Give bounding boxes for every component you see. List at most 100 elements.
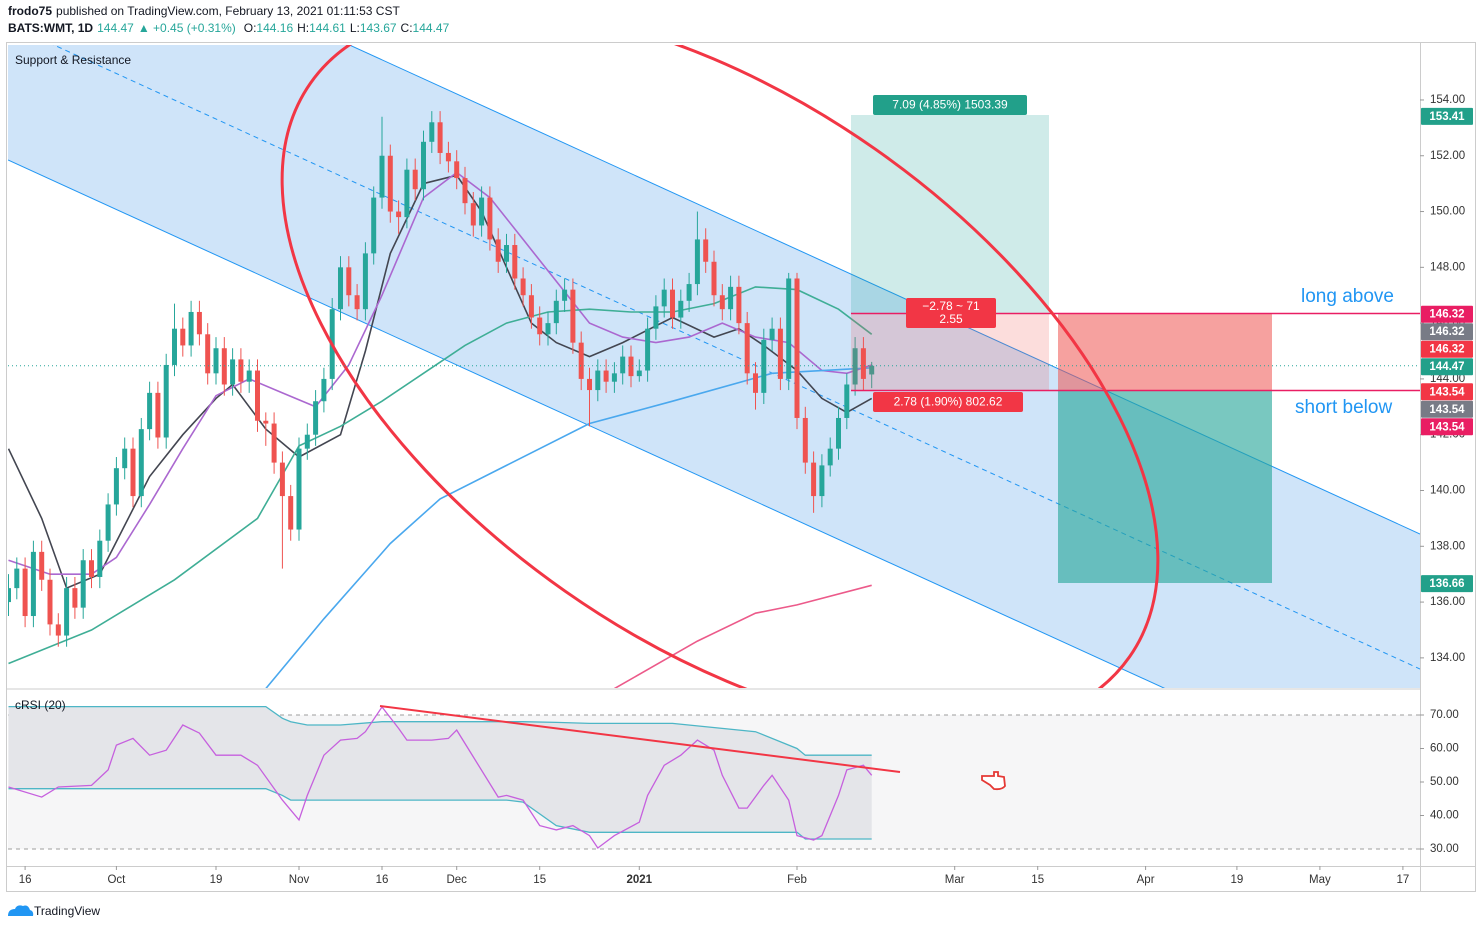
candle-body xyxy=(860,348,866,379)
price-badge xyxy=(1421,340,1473,358)
candle-body xyxy=(794,278,800,418)
published: published on TradingView.com, February 1… xyxy=(56,4,400,18)
candle-body xyxy=(22,568,28,617)
candle-body xyxy=(694,239,700,285)
candle-body xyxy=(786,278,792,379)
y-tick-label: 138.00 xyxy=(1430,540,1465,552)
candle-body xyxy=(379,155,385,198)
candle-body xyxy=(30,551,36,617)
quote-value: 144.16 xyxy=(256,21,293,35)
candle-body xyxy=(89,560,94,577)
candle-body xyxy=(802,417,808,463)
candle-body xyxy=(811,462,817,497)
risk-label: −2.78 ~ 71 xyxy=(922,299,980,313)
y-tick-label: 152.00 xyxy=(1430,150,1465,162)
x-tick-label: 17 xyxy=(1397,874,1410,886)
rsi-trendline xyxy=(379,705,901,773)
y-tick-label: 134.00 xyxy=(1430,652,1465,664)
long-label: 7.09 (4.85%) 1503.39 xyxy=(892,98,1008,112)
annotation: long above xyxy=(1301,286,1394,307)
author: frodo75 xyxy=(8,4,52,18)
candle-body xyxy=(678,300,684,318)
price-badge-label: 146.32 xyxy=(1429,326,1464,338)
y-tick-label: 154.00 xyxy=(1430,94,1465,106)
price-badge xyxy=(1421,418,1473,436)
candle-body xyxy=(852,348,858,385)
band-fill xyxy=(8,706,872,839)
quote-value: 144.61 xyxy=(309,21,346,35)
candle-body xyxy=(8,588,11,603)
price-badge-label: 146.32 xyxy=(1429,344,1464,356)
candle-body xyxy=(819,465,825,497)
short-label-bg xyxy=(873,392,1023,412)
logo xyxy=(8,905,34,916)
x-tick-label: Dec xyxy=(446,874,467,886)
candle-body xyxy=(645,328,651,371)
channel-lower xyxy=(8,159,1166,688)
candle-body xyxy=(47,579,53,625)
candle-body xyxy=(14,568,20,589)
candle-body xyxy=(711,261,717,296)
quote-value: 143.67 xyxy=(360,21,397,35)
x-tick-label: 15 xyxy=(1031,874,1044,886)
price-badge-label: 146.32 xyxy=(1429,309,1464,321)
ellipse-drawing xyxy=(280,45,1160,688)
candle-body xyxy=(736,286,742,324)
candle-body xyxy=(421,141,426,190)
candle-body xyxy=(686,284,692,301)
candle-body xyxy=(412,169,418,190)
x-tick-label: 19 xyxy=(1231,874,1244,886)
candle-body xyxy=(587,378,592,391)
candle-body xyxy=(504,245,509,262)
candle-body xyxy=(338,267,343,310)
candle-body xyxy=(321,378,327,402)
candle-body xyxy=(188,311,194,346)
candle-body xyxy=(611,373,617,382)
ma-line xyxy=(265,367,872,688)
candle-body xyxy=(371,197,377,254)
candle-body xyxy=(454,161,460,179)
candle-body xyxy=(429,122,435,142)
price-badge xyxy=(1421,358,1473,376)
price-badge-label: 143.54 xyxy=(1429,386,1465,398)
candle-body xyxy=(205,334,211,374)
candle-body xyxy=(462,178,468,204)
ma-line xyxy=(8,286,873,665)
candle-body xyxy=(595,370,601,391)
x-tick-label: Oct xyxy=(107,874,126,886)
long-label-bg xyxy=(873,95,1027,115)
risk-label-bg xyxy=(906,298,996,328)
candle-body xyxy=(130,448,136,497)
candle-body xyxy=(296,448,302,530)
candle-body xyxy=(138,429,144,497)
candle-body xyxy=(719,295,725,310)
candle-body xyxy=(288,496,294,530)
x-tick-label: 16 xyxy=(376,874,389,886)
candle-body xyxy=(155,392,161,438)
price-badge-label: 153.41 xyxy=(1429,111,1465,123)
candle-body xyxy=(479,197,485,226)
candle-body xyxy=(869,365,875,375)
candle-body xyxy=(728,286,734,310)
candle-body xyxy=(562,289,568,301)
candle-body xyxy=(570,289,576,343)
price-badge xyxy=(1421,400,1473,418)
candle-body xyxy=(769,328,775,340)
candle-body xyxy=(238,359,244,382)
price-badge-label: 136.66 xyxy=(1429,578,1464,590)
candle-body xyxy=(80,560,86,608)
price-badge xyxy=(1421,383,1473,401)
candle-body xyxy=(105,504,111,541)
last-price: 144.47 xyxy=(97,21,134,35)
candle-body xyxy=(64,588,70,636)
candle-body xyxy=(97,540,103,577)
change: ▲ +0.45 (+0.31%) xyxy=(138,21,236,35)
oscillator-pane xyxy=(8,705,1420,850)
x-tick-label: Mar xyxy=(945,874,965,886)
candle-body xyxy=(445,152,451,162)
candle-body xyxy=(603,370,609,382)
candle-body xyxy=(196,311,202,335)
candle-body xyxy=(777,328,783,379)
